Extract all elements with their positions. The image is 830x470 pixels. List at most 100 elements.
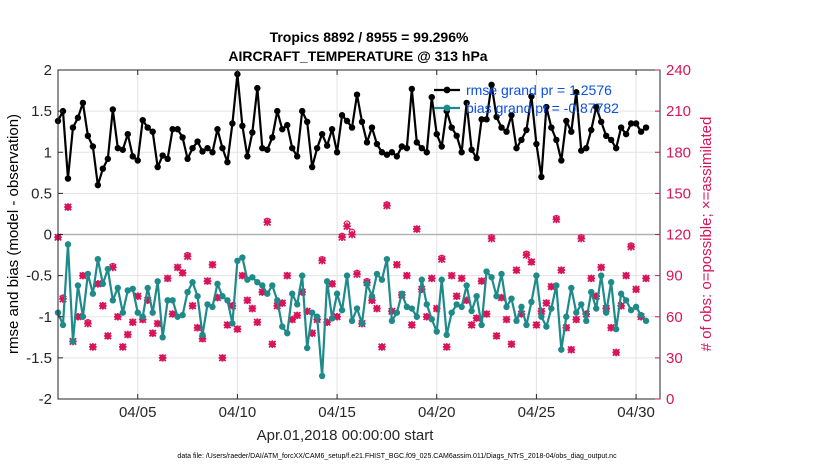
bias-marker-115: [627, 306, 635, 314]
obs-assimilated-marker-33: [218, 354, 227, 362]
y-axis-left-label: rmse and bias (model - observation): [5, 114, 22, 354]
rmse-marker-65: [378, 149, 386, 156]
obs-assimilated-marker-40: [253, 318, 262, 327]
rmse-marker-87: [488, 81, 495, 89]
obs-assimilated-marker-12: [113, 312, 122, 321]
x-tick-label-0: 04/05: [119, 404, 157, 421]
bias-marker-57: [338, 306, 346, 314]
rmse-marker-90: [503, 128, 510, 135]
rmse-marker-59: [348, 124, 356, 131]
bias-marker-70: [403, 303, 411, 311]
obs-assimilated-marker-111: [607, 323, 615, 332]
bias-marker-95: [528, 298, 535, 306]
y-left-tick-label-1: 1.5: [31, 103, 52, 120]
obs-assimilated-marker-99: [547, 282, 556, 291]
obs-assimilated-marker-22: [163, 274, 172, 283]
obs-assimilated-marker-114: [622, 271, 630, 280]
rmse-marker-60: [353, 91, 361, 98]
bias-marker-35: [229, 320, 236, 327]
rmse-marker-15: [129, 153, 136, 160]
rmse-marker-71: [408, 85, 416, 93]
y-right-tick-label-0: 240: [666, 62, 691, 79]
rmse-marker-22: [164, 155, 171, 163]
obs-assimilated-marker-49: [298, 288, 306, 296]
obs-assimilated-marker-82: [462, 296, 471, 305]
bias-marker-117: [637, 311, 645, 319]
obs-assimilated-marker-108: [592, 292, 601, 300]
y-left-tick-label-8: -2: [39, 391, 52, 408]
x-tick-label-5: 04/30: [617, 404, 655, 421]
bias-marker-81: [458, 303, 465, 311]
obs-assimilated-marker-13: [118, 343, 127, 351]
rmse-marker-50: [303, 118, 311, 126]
obs-assimilated-marker-115: [627, 243, 635, 251]
bias-marker-72: [413, 313, 421, 320]
rmse-marker-9: [99, 165, 107, 172]
bias-marker-11: [109, 297, 117, 304]
bias-marker-25: [179, 311, 186, 319]
bias-marker-13: [119, 309, 126, 316]
rmse-marker-85: [478, 116, 485, 123]
obs-assimilated-marker-8: [94, 280, 102, 288]
bias-marker-31: [209, 303, 216, 311]
obs-assimilated-marker-59: [348, 230, 356, 239]
rmse-marker-17: [139, 116, 146, 124]
obs-assimilated-marker-101: [557, 266, 566, 274]
rmse-marker-39: [249, 129, 256, 136]
bias-marker-15: [129, 285, 136, 292]
rmse-marker-11: [109, 106, 117, 113]
rmse-marker-21: [159, 152, 166, 159]
bias-marker-9: [99, 280, 107, 288]
obs-assimilated-marker-19: [148, 329, 157, 338]
bias-marker-14: [124, 287, 131, 294]
rmse-marker-67: [388, 149, 396, 156]
obs-assimilated-marker-39: [248, 304, 257, 313]
obs-assimilated-marker-87: [487, 234, 496, 243]
obs-assimilated-marker-16: [133, 292, 142, 300]
obs-assimilated-marker-25: [178, 269, 187, 277]
bias-marker-68: [393, 309, 401, 316]
y-right-tick-label-6: 60: [666, 309, 683, 326]
bias-marker-105: [578, 301, 585, 308]
bias-marker-38: [244, 276, 251, 283]
bias-marker-106: [583, 317, 590, 325]
bias-marker-87: [488, 274, 495, 281]
obs-assimilated-marker-28: [193, 323, 202, 332]
rmse-marker-55: [328, 126, 336, 133]
y-right-tick-label-5: 90: [666, 268, 683, 285]
bias-marker-86: [483, 268, 490, 275]
y-left-tick-label-4: 0: [44, 227, 52, 244]
obs-assimilated-marker-36: [233, 325, 242, 333]
legend-swatch-marker-0: [443, 86, 451, 94]
bias-marker-55: [328, 315, 336, 322]
legend-entry-rmse: rmse grand pr = 1.2576: [466, 82, 612, 98]
bias-marker-114: [622, 297, 630, 304]
obs-assimilated-marker-23: [168, 310, 177, 318]
bias-marker-82: [463, 282, 470, 289]
x-tick-label-2: 04/15: [318, 404, 356, 421]
rmse-marker-64: [373, 140, 381, 148]
legend-entry-bias: bias grand pr = -0.87782: [466, 100, 619, 116]
obs-assimilated-marker-51: [308, 329, 316, 338]
rmse-marker-26: [184, 155, 191, 163]
obs-assimilated-marker-104: [572, 315, 581, 324]
bias-marker-75: [428, 316, 435, 323]
bias-marker-116: [632, 303, 640, 311]
obs-assimilated-marker-83: [467, 321, 476, 329]
bias-marker-73: [418, 276, 425, 283]
rmse-marker-108: [593, 103, 600, 111]
obs-assimilated-marker-79: [447, 271, 456, 280]
bias-marker-90: [503, 303, 510, 311]
obs-assimilated-marker-31: [208, 260, 217, 269]
rmse-marker-57: [338, 112, 346, 119]
rmse-marker-103: [568, 128, 575, 135]
rmse-marker-73: [418, 144, 425, 152]
chart-title-line1: Tropics 8892 / 8955 = 99.296%: [270, 29, 469, 45]
rmse-marker-2: [64, 175, 72, 182]
obs-assimilated-marker-92: [512, 266, 521, 274]
rmse-marker-102: [563, 117, 570, 125]
bias-marker-50: [303, 344, 311, 352]
bias-marker-74: [423, 301, 430, 308]
bias-marker-107: [588, 288, 595, 296]
obs-assimilated-marker-9: [99, 301, 107, 310]
